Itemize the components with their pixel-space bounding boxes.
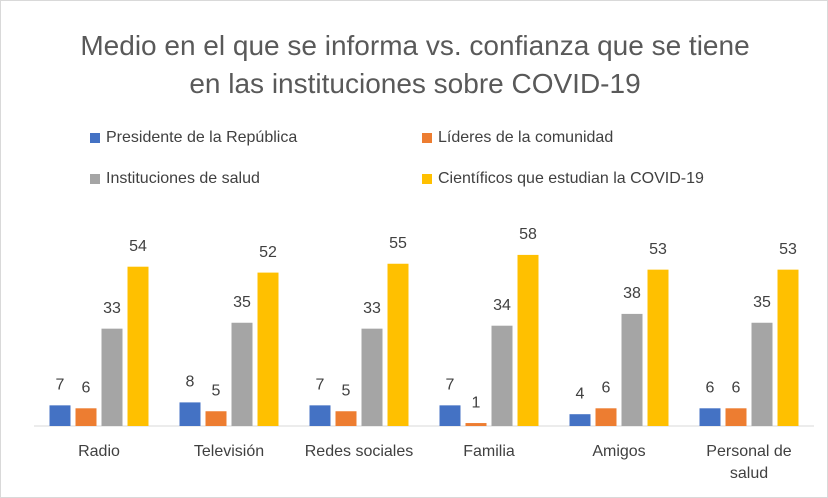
data-label: 33	[103, 300, 121, 317]
data-label: 5	[342, 382, 351, 399]
x-tick-label: Televisión	[193, 443, 265, 460]
data-label: 35	[753, 294, 771, 311]
bar	[465, 423, 487, 426]
bar	[517, 254, 539, 426]
bar	[777, 269, 799, 426]
data-label: 7	[56, 377, 65, 394]
x-tick-label: Redes sociales	[304, 443, 414, 460]
data-label: 6	[82, 380, 91, 397]
bar	[439, 405, 461, 426]
bar	[309, 405, 331, 426]
data-label: 38	[623, 285, 641, 302]
data-label: 7	[446, 377, 455, 394]
bar	[725, 408, 747, 426]
data-label: 52	[259, 244, 277, 261]
bar	[751, 322, 773, 426]
bar	[179, 402, 201, 426]
x-tick-label: Personal de salud	[706, 443, 792, 482]
x-tick-label: Familia	[463, 443, 515, 460]
data-label: 58	[519, 226, 537, 243]
data-label: 53	[649, 241, 667, 258]
data-label: 4	[576, 385, 585, 402]
data-label: 34	[493, 297, 511, 314]
bar	[647, 269, 669, 426]
legend-swatch	[422, 174, 432, 184]
chart-title: Medio en el que se informa vs. confianza…	[80, 30, 750, 99]
legend-label: Científicos que estudian la COVID-19	[438, 170, 704, 187]
bar	[491, 325, 513, 426]
data-label: 6	[706, 380, 715, 397]
bar	[49, 405, 71, 426]
x-tick-label: Amigos	[592, 443, 646, 460]
legend-swatch	[90, 133, 100, 143]
bar	[361, 328, 383, 426]
data-label: 5	[212, 382, 221, 399]
legend-swatch	[422, 133, 432, 143]
data-label: 1	[472, 394, 481, 411]
legend-swatch	[90, 174, 100, 184]
data-label: 35	[233, 294, 251, 311]
bar	[75, 408, 97, 426]
bar	[621, 313, 643, 426]
bar	[127, 266, 149, 426]
data-label: 33	[363, 300, 381, 317]
bar	[387, 263, 409, 426]
bar	[101, 328, 123, 426]
data-label: 8	[186, 374, 195, 391]
bar	[205, 411, 227, 426]
data-label: 53	[779, 241, 797, 258]
bar	[231, 322, 253, 426]
bar	[335, 411, 357, 426]
data-label: 54	[129, 238, 147, 255]
data-label: 6	[732, 380, 741, 397]
x-tick-label: Radio	[78, 443, 120, 460]
data-label: 7	[316, 377, 325, 394]
bar	[595, 408, 617, 426]
bar	[569, 414, 591, 426]
data-label: 6	[602, 380, 611, 397]
bar	[257, 272, 279, 426]
legend-label: Presidente de la República	[106, 129, 297, 146]
bar	[699, 408, 721, 426]
legend-label: Líderes de la comunidad	[438, 129, 613, 146]
legend-label: Instituciones de salud	[106, 170, 260, 187]
data-label: 55	[389, 235, 407, 252]
